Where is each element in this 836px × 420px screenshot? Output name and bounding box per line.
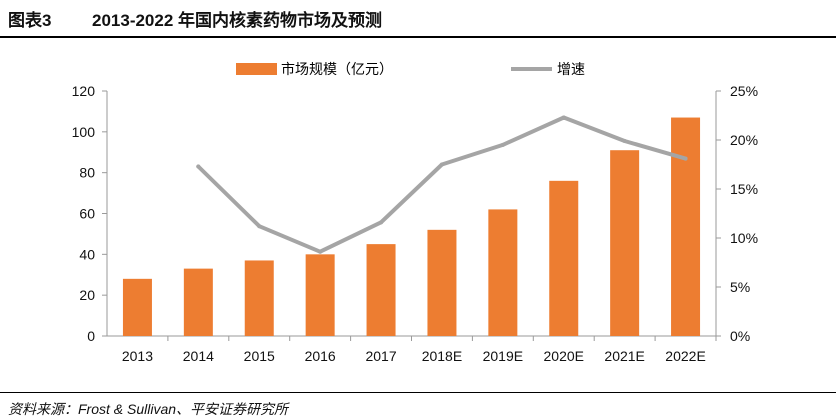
growth-point	[622, 138, 627, 143]
y-right-tick-label: 15%	[730, 181, 758, 197]
y-right-tick-label: 20%	[730, 132, 758, 148]
footer-rule	[0, 392, 836, 393]
bar	[549, 180, 579, 336]
x-tick-label: 2016	[305, 348, 336, 364]
x-tick-label: 2020E	[544, 348, 584, 364]
growth-point	[439, 162, 444, 167]
y-left-tick-label: 120	[72, 83, 96, 99]
growth-point	[379, 220, 384, 225]
combo-chart: 市场规模（亿元） 增速 2013 2014 2015 2016 2017 2018E 201…	[72, 61, 758, 364]
figure-title: 2013-2022 年国内核素药物市场及预测	[92, 11, 383, 30]
bar-series	[122, 117, 701, 337]
bar	[244, 260, 274, 336]
bar	[183, 268, 213, 336]
growth-point	[500, 142, 505, 147]
y-left-tick-label: 40	[79, 246, 95, 262]
figure-label: 图表3	[8, 11, 52, 30]
y-right-tick-label: 0%	[730, 328, 750, 344]
legend: 市场规模（亿元） 增速	[236, 61, 585, 77]
y-left-tick-label: 20	[79, 287, 95, 303]
bar	[488, 209, 518, 336]
bar	[427, 229, 457, 336]
x-tick-label: 2013	[122, 348, 153, 364]
growth-point	[683, 156, 688, 161]
x-tick-label: 2018E	[422, 348, 462, 364]
line-series	[196, 115, 688, 254]
x-axis-labels: 2013 2014 2015 2016 2017 2018E 2019E 2020E 2021E…	[122, 348, 706, 364]
bar	[366, 244, 396, 336]
x-tick-label: 2022E	[665, 348, 705, 364]
growth-point	[318, 249, 323, 254]
legend-line-label: 增速	[557, 61, 585, 77]
y-right-axis-labels: 0% 5% 10% 15% 20% 25%	[730, 83, 758, 344]
y-left-tick-label: 100	[72, 124, 96, 140]
y-left-tick-label: 0	[87, 328, 95, 344]
growth-point	[561, 115, 566, 120]
y-left-tick-label: 60	[79, 206, 95, 222]
source-note: 资料来源：Frost & Sullivan、平安证券研究所	[8, 401, 289, 417]
x-tick-label: 2015	[244, 348, 275, 364]
bar	[610, 150, 640, 336]
legend-bar-swatch	[236, 63, 277, 75]
growth-point	[196, 164, 201, 169]
x-tick-label: 2021E	[604, 348, 644, 364]
bar	[671, 117, 701, 337]
figure-header: 图表3 2013-2022 年国内核素药物市场及预测	[0, 0, 836, 36]
y-right-tick-label: 25%	[730, 83, 758, 99]
bar	[305, 254, 335, 336]
bar	[122, 278, 152, 336]
y-left-tick-label: 80	[79, 165, 95, 181]
y-right-tick-label: 10%	[730, 230, 758, 246]
x-tick-label: 2017	[365, 348, 396, 364]
y-right-tick-label: 5%	[730, 279, 750, 295]
x-tick-label: 2019E	[483, 348, 523, 364]
x-tick-label: 2014	[183, 348, 214, 364]
growth-point	[257, 224, 262, 229]
legend-bar-label: 市场规模（亿元）	[281, 61, 393, 77]
header-rule	[0, 36, 836, 38]
y-left-axis-labels: 0 20 40 60 80 100 120	[72, 83, 96, 344]
